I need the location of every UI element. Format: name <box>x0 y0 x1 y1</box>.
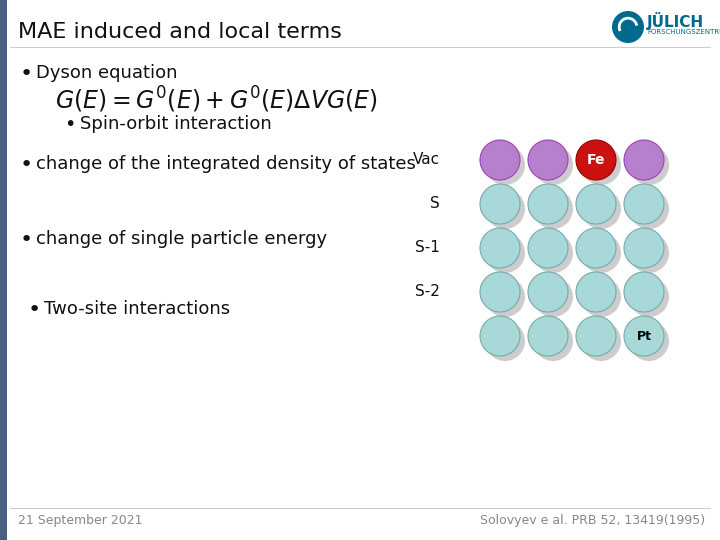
Circle shape <box>581 189 621 229</box>
Text: 21 September 2021: 21 September 2021 <box>18 514 143 527</box>
Circle shape <box>581 145 621 185</box>
Text: change of the integrated density of states: change of the integrated density of stat… <box>36 155 416 173</box>
Text: Dyson equation: Dyson equation <box>36 64 178 82</box>
Circle shape <box>624 272 664 312</box>
Circle shape <box>576 184 616 224</box>
Circle shape <box>629 277 669 317</box>
Text: S-2: S-2 <box>415 285 440 300</box>
Circle shape <box>624 228 664 268</box>
Circle shape <box>533 145 573 185</box>
Text: •: • <box>64 115 76 134</box>
Circle shape <box>528 272 568 312</box>
Circle shape <box>528 184 568 224</box>
Circle shape <box>480 140 520 180</box>
Circle shape <box>624 184 664 224</box>
Circle shape <box>533 277 573 317</box>
Text: MAE induced and local terms: MAE induced and local terms <box>18 22 342 42</box>
Circle shape <box>581 233 621 273</box>
Text: $G(E)=G^0(E)+G^0(E)\Delta VG(E)$: $G(E)=G^0(E)+G^0(E)\Delta VG(E)$ <box>55 85 378 115</box>
Circle shape <box>485 189 525 229</box>
Circle shape <box>629 145 669 185</box>
Circle shape <box>576 228 616 268</box>
Text: Two-site interactions: Two-site interactions <box>44 300 230 318</box>
Text: Solovyev e al. PRB 52, 13419(1995): Solovyev e al. PRB 52, 13419(1995) <box>480 514 705 527</box>
Circle shape <box>629 321 669 361</box>
Bar <box>0 0 7 540</box>
Circle shape <box>485 145 525 185</box>
Circle shape <box>485 233 525 273</box>
Text: •: • <box>20 230 33 250</box>
Circle shape <box>576 316 616 356</box>
Circle shape <box>485 277 525 317</box>
Circle shape <box>576 140 616 180</box>
Circle shape <box>624 140 664 180</box>
Circle shape <box>629 233 669 273</box>
Circle shape <box>533 321 573 361</box>
Circle shape <box>480 272 520 312</box>
Circle shape <box>533 233 573 273</box>
Text: Pt: Pt <box>636 329 652 342</box>
Circle shape <box>624 316 664 356</box>
Text: Fe: Fe <box>587 153 606 167</box>
Text: S-1: S-1 <box>415 240 440 255</box>
Text: JÜLICH: JÜLICH <box>647 12 704 30</box>
Circle shape <box>480 316 520 356</box>
Text: FORSCHUNGSZENTRUM: FORSCHUNGSZENTRUM <box>647 29 720 35</box>
Circle shape <box>480 184 520 224</box>
Circle shape <box>528 316 568 356</box>
Circle shape <box>528 228 568 268</box>
Text: •: • <box>20 155 33 175</box>
Text: S: S <box>431 197 440 212</box>
Circle shape <box>528 140 568 180</box>
Circle shape <box>581 277 621 317</box>
Text: •: • <box>28 300 41 320</box>
Circle shape <box>485 321 525 361</box>
Circle shape <box>576 272 616 312</box>
Circle shape <box>533 189 573 229</box>
Circle shape <box>612 11 644 43</box>
Text: Vac: Vac <box>413 152 440 167</box>
Text: •: • <box>20 64 33 84</box>
Circle shape <box>629 189 669 229</box>
Circle shape <box>581 321 621 361</box>
Circle shape <box>480 228 520 268</box>
Text: Spin-orbit interaction: Spin-orbit interaction <box>80 115 271 133</box>
Text: change of single particle energy: change of single particle energy <box>36 230 327 248</box>
